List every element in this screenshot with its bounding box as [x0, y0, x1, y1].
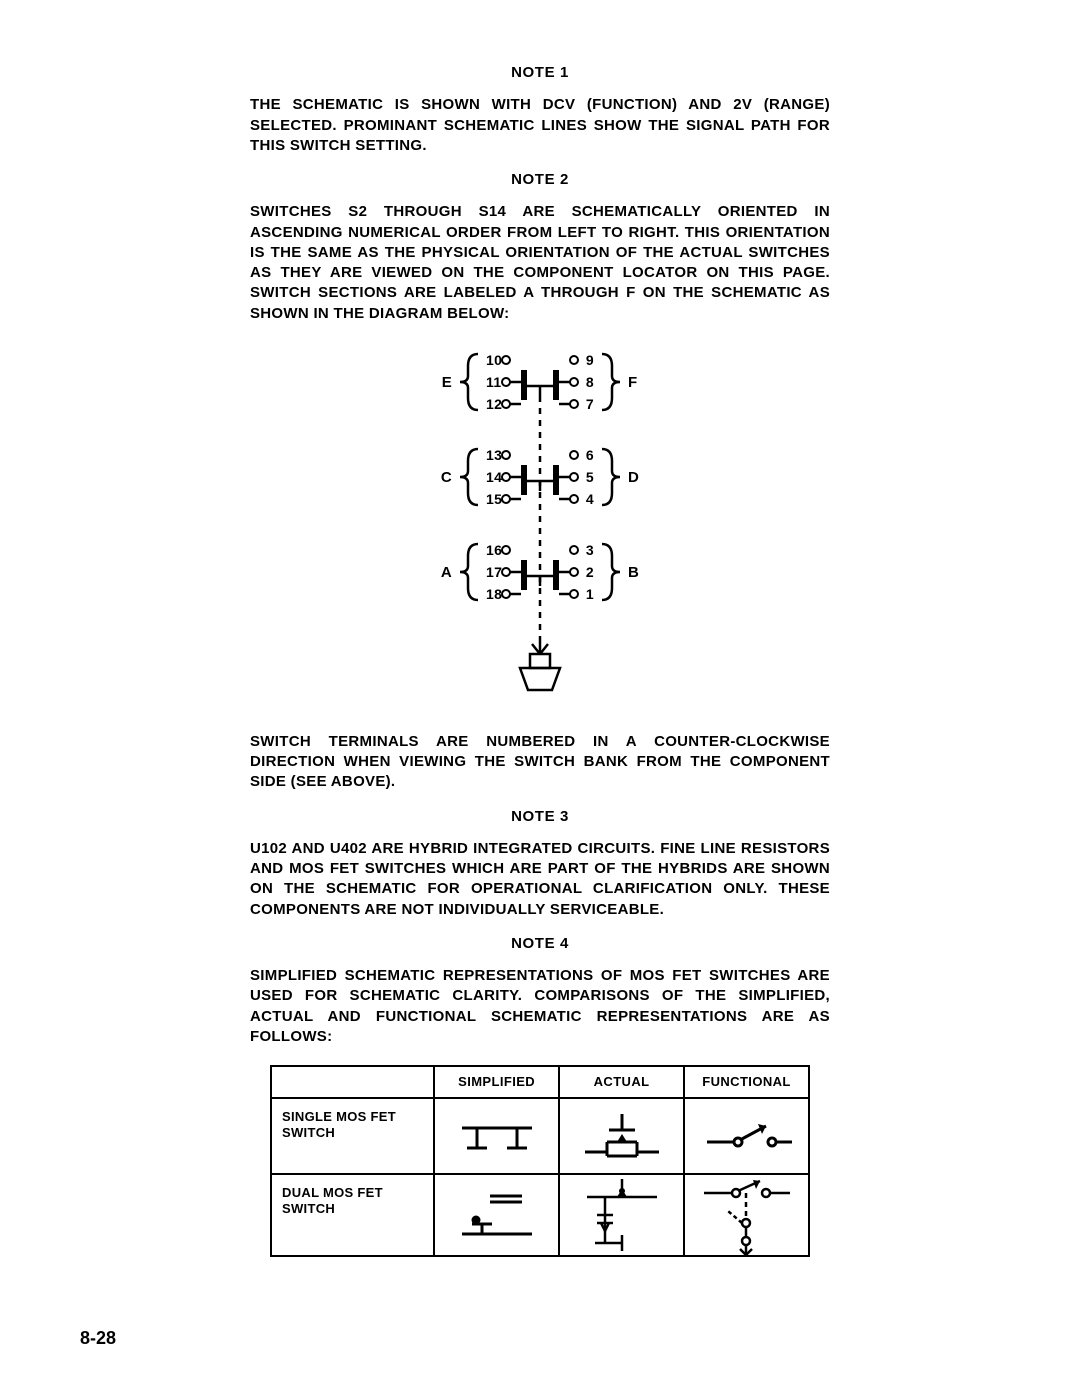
page-number: 8-28: [80, 1328, 116, 1349]
single-actual-icon: [567, 1106, 677, 1166]
table-row: SINGLE MOS FET SWITCH: [271, 1098, 809, 1174]
table-row: DUAL MOS FET SWITCH: [271, 1174, 809, 1256]
dual-actual-icon: [567, 1175, 677, 1255]
switch-sections-diagram: E F 10 9 11 8 12 7 C D 13 6 14 5 15 4 A B 16 3 17 2 18 1: [390, 342, 690, 712]
svg-text:5: 5: [586, 469, 594, 485]
svg-text:9: 9: [586, 352, 594, 368]
symbol-table: SIMPLIFIED ACTUAL FUNCTIONAL SINGLE MOS …: [270, 1065, 810, 1257]
svg-text:4: 4: [586, 491, 594, 507]
table-header-simplified: SIMPLIFIED: [434, 1066, 559, 1098]
svg-text:12: 12: [486, 396, 502, 412]
svg-text:14: 14: [486, 469, 502, 485]
svg-text:6: 6: [586, 447, 594, 463]
svg-text:11: 11: [486, 374, 501, 390]
svg-text:10: 10: [486, 352, 502, 368]
cell-dual-actual: [559, 1174, 684, 1256]
row-label-dual: DUAL MOS FET SWITCH: [271, 1174, 434, 1256]
svg-text:7: 7: [586, 396, 594, 412]
svg-text:16: 16: [486, 542, 502, 558]
svg-text:17: 17: [486, 564, 502, 580]
row-label-single: SINGLE MOS FET SWITCH: [271, 1098, 434, 1174]
dual-functional-icon: [692, 1175, 802, 1255]
cell-dual-functional: [684, 1174, 809, 1256]
single-functional-icon: [692, 1106, 802, 1166]
svg-text:C: C: [441, 469, 452, 486]
cell-single-actual: [559, 1098, 684, 1174]
note-3-heading: NOTE 3: [250, 807, 830, 827]
table-header-functional: FUNCTIONAL: [684, 1066, 809, 1098]
note-4-body: SIMPLIFIED SCHEMATIC REPRESENTATIONS OF …: [250, 966, 830, 1047]
table-header-actual: ACTUAL: [559, 1066, 684, 1098]
table-header-row: SIMPLIFIED ACTUAL FUNCTIONAL: [271, 1066, 809, 1098]
svg-text:E: E: [442, 374, 452, 391]
note-2-heading: NOTE 2: [250, 170, 830, 190]
svg-text:15: 15: [486, 491, 502, 507]
cell-single-simplified: [434, 1098, 559, 1174]
svg-text:F: F: [628, 374, 637, 391]
content-column: NOTE 1 THE SCHEMATIC IS SHOWN WITH DCV (…: [250, 63, 830, 1257]
svg-text:1: 1: [586, 586, 594, 602]
svg-text:D: D: [628, 469, 639, 486]
note-3-body: U102 AND U402 ARE HYBRID INTEGRATED CIRC…: [250, 839, 830, 920]
page: NOTE 1 THE SCHEMATIC IS SHOWN WITH DCV (…: [0, 0, 1080, 1397]
note-1-body: THE SCHEMATIC IS SHOWN WITH DCV (FUNCTIO…: [250, 95, 830, 156]
cell-dual-simplified: [434, 1174, 559, 1256]
note-4-heading: NOTE 4: [250, 934, 830, 954]
single-simplified-icon: [442, 1106, 552, 1166]
cell-single-functional: [684, 1098, 809, 1174]
svg-text:13: 13: [486, 447, 502, 463]
svg-text:A: A: [441, 564, 452, 581]
note-2-body: SWITCHES S2 THROUGH S14 ARE SCHEMATICALL…: [250, 202, 830, 324]
svg-text:B: B: [628, 564, 639, 581]
svg-text:18: 18: [486, 586, 502, 602]
svg-text:2: 2: [586, 564, 594, 580]
dual-simplified-icon: [442, 1180, 552, 1250]
note-2-after: SWITCH TERMINALS ARE NUMBERED IN A COUNT…: [250, 732, 830, 793]
svg-text:3: 3: [586, 542, 594, 558]
svg-text:8: 8: [586, 374, 594, 390]
table-header-blank: [271, 1066, 434, 1098]
note-1-heading: NOTE 1: [250, 63, 830, 83]
